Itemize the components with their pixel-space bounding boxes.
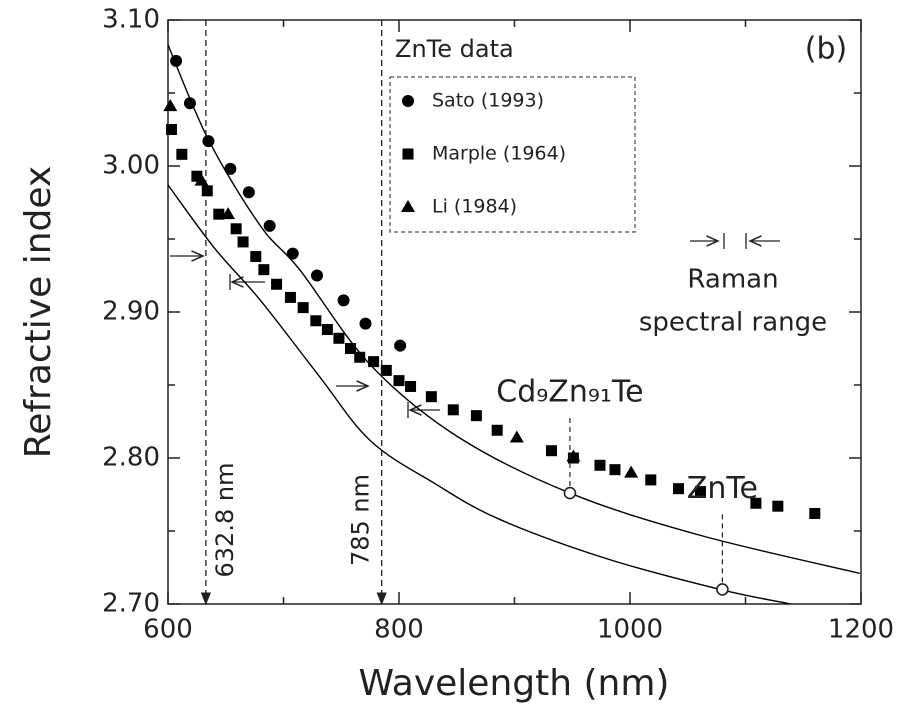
y-axis-label: Refractive index (18, 166, 59, 458)
y-tick-label: 3.00 (102, 151, 160, 181)
data-point (321, 324, 333, 336)
panel-label: (b) (805, 32, 847, 67)
data-point (694, 486, 706, 498)
data-point (165, 124, 177, 135)
y-tick-label: 2.70 (102, 589, 160, 619)
data-point (297, 302, 309, 314)
data-point (242, 186, 255, 199)
data-point (213, 208, 225, 220)
data-point (263, 219, 276, 232)
x-tick-label: 800 (374, 615, 424, 645)
data-point (333, 332, 345, 344)
data-point (491, 424, 503, 436)
data-point (368, 356, 380, 368)
data-point (772, 500, 784, 512)
wavelength-label: 785 nm (347, 474, 375, 566)
legend-title: ZnTe data (395, 35, 514, 63)
data-point (509, 430, 524, 443)
data-point (809, 507, 821, 519)
y-tick-label: 2.90 (102, 297, 160, 327)
annotation: spectral range (639, 308, 827, 338)
data-point (750, 497, 762, 509)
x-tick-label: 1200 (828, 615, 894, 645)
data-point (425, 391, 437, 403)
marked-point (716, 583, 729, 596)
data-point (202, 135, 215, 148)
legend-marker (401, 200, 415, 212)
point-label: Cd₉Zn₉₁Te (496, 375, 643, 410)
data-point (394, 339, 407, 352)
data-point (470, 410, 482, 422)
data-point (545, 445, 557, 457)
x-tick-label: 600 (143, 615, 193, 645)
y-tick-label: 3.10 (102, 5, 160, 35)
y-tick-label: 2.80 (102, 443, 160, 473)
data-point (405, 380, 417, 392)
data-point (673, 483, 685, 495)
data-point (201, 185, 213, 197)
data-point (183, 97, 196, 110)
legend-marker (402, 148, 414, 160)
legend-label: Marple (1964) (432, 143, 566, 165)
legend-label: Li (1984) (432, 196, 517, 218)
legend-box (389, 76, 636, 233)
data-point (286, 247, 299, 260)
data-point (354, 351, 366, 363)
data-point (284, 291, 296, 303)
data-point (344, 343, 356, 354)
data-point (380, 364, 392, 376)
data-point (176, 148, 188, 160)
raman-arrows (170, 233, 780, 418)
data-point (194, 173, 209, 186)
annotation: Raman (687, 265, 778, 295)
data-point (221, 207, 236, 220)
legend-label: Sato (1993) (432, 90, 544, 112)
x-tick-label: 1000 (597, 615, 663, 645)
legend-marker (402, 95, 414, 107)
data-point (594, 459, 606, 471)
data-point (645, 474, 657, 486)
fit-curve (168, 184, 791, 604)
data-point (163, 99, 178, 112)
data-point (250, 251, 262, 263)
data-point (310, 269, 323, 282)
data-point (393, 375, 405, 387)
wavelength-label: 632.8 nm (211, 463, 239, 578)
data-point (624, 465, 639, 478)
data-point (359, 317, 372, 330)
data-point (271, 278, 283, 290)
data-point (447, 404, 459, 416)
data-point (258, 264, 270, 276)
point-label: ZnTe (687, 471, 758, 506)
data-point (191, 170, 203, 182)
x-axis-label: Wavelength (nm) (359, 663, 670, 704)
data-point (170, 54, 183, 67)
marked-point (563, 486, 577, 500)
data-point (609, 464, 621, 476)
data-point (224, 162, 237, 175)
data-point (230, 223, 242, 235)
data-point (310, 315, 322, 327)
data-point (237, 236, 249, 248)
data-point (337, 294, 350, 307)
